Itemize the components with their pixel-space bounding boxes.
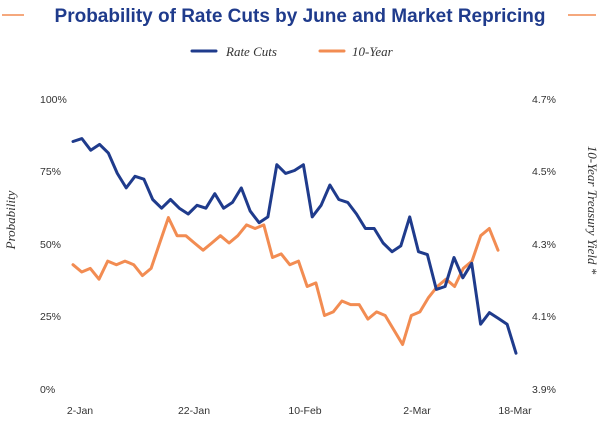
- legend-label-10-year: 10-Year: [352, 44, 394, 59]
- y-right-tick: 4.7%: [532, 94, 556, 106]
- series-line-10-year: [71, 216, 500, 346]
- series-line-rate-cuts: [71, 137, 518, 355]
- x-tick: 18-Mar: [498, 405, 532, 417]
- y-left-tick: 0%: [40, 384, 55, 396]
- y-left-tick: 25%: [40, 311, 61, 323]
- y-left-tick: 100%: [40, 94, 67, 106]
- y-left-axis-label: Probability: [3, 190, 18, 250]
- x-tick: 2-Jan: [67, 405, 93, 417]
- y-right-tick: 4.5%: [532, 166, 556, 178]
- x-tick: 2-Mar: [403, 405, 431, 417]
- y-right-tick: 3.9%: [532, 384, 556, 396]
- y-left-tick: 75%: [40, 166, 61, 178]
- y-right-tick: 4.3%: [532, 239, 556, 251]
- x-tick: 22-Jan: [178, 405, 210, 417]
- chart-title: Probability of Rate Cuts by June and Mar…: [55, 6, 546, 27]
- y-right-axis-label: 10-Year Treasury Yield *: [585, 146, 600, 275]
- y-left-tick: 50%: [40, 239, 61, 251]
- y-right-tick: 4.1%: [532, 311, 556, 323]
- x-tick: 10-Feb: [288, 405, 321, 417]
- legend-label-rate-cuts: Rate Cuts: [225, 44, 277, 59]
